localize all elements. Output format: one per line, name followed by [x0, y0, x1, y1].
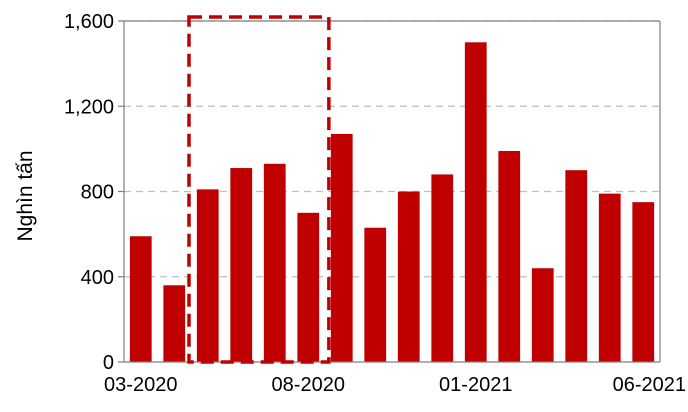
bar	[397, 191, 420, 362]
highlight-box	[187, 15, 331, 364]
bar	[565, 170, 588, 362]
bar	[464, 42, 487, 362]
tick-labels: 0 400 800 1,200 1,600 03-2020 08-2020 01-2021 06…	[64, 11, 686, 396]
bar	[632, 202, 655, 362]
bar	[230, 168, 253, 362]
highlight	[187, 15, 331, 364]
x-tick-label: 06-2021	[613, 374, 686, 396]
bar	[498, 151, 521, 362]
x-tick-label: 08-2020	[272, 374, 345, 396]
y-axis-title: Nghìn tấn	[14, 150, 37, 241]
bar	[129, 236, 152, 362]
bar	[163, 285, 186, 362]
y-tick-label: 800	[81, 182, 114, 204]
x-tick-label: 03-2020	[104, 374, 177, 396]
bar	[196, 189, 219, 362]
bar	[330, 133, 353, 362]
bar	[297, 212, 320, 362]
bar	[431, 174, 454, 362]
bar	[364, 227, 387, 362]
bar	[598, 193, 621, 362]
bars	[129, 42, 655, 362]
y-tick-label: 0	[103, 352, 114, 374]
y-tick-label: 1,200	[64, 96, 114, 118]
y-tick-label: 1,600	[64, 11, 114, 33]
x-tick-label: 01-2021	[439, 374, 512, 396]
bar	[263, 163, 286, 362]
y-tick-label: 400	[81, 267, 114, 289]
bar	[531, 268, 554, 362]
